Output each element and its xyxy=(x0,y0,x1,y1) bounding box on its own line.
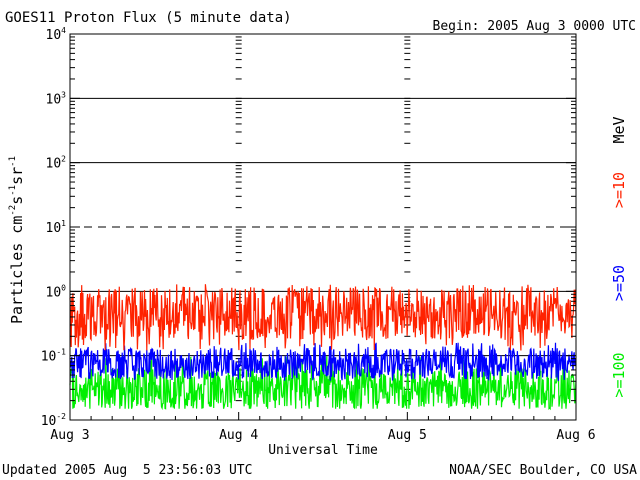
y-tick-label: 10-2 xyxy=(41,412,66,429)
series-line-ge50 xyxy=(69,342,577,382)
footer-updated: Updated 2005 Aug 5 23:56:03 UTC xyxy=(2,463,252,478)
y-tick-label: 101 xyxy=(46,219,67,236)
legend-entry: >=50 xyxy=(610,265,628,301)
chart-title: GOES11 Proton Flux (5 minute data) xyxy=(5,10,292,26)
legend-unit: MeV xyxy=(610,116,628,143)
x-tick-label: Aug 6 xyxy=(556,428,595,443)
series-line-ge100 xyxy=(69,355,577,411)
begin-label: Begin: 2005 Aug 3 0000 UTC xyxy=(433,19,637,34)
series-lines xyxy=(69,284,577,411)
x-tick-label: Aug 5 xyxy=(388,428,427,443)
legend-entry: >=10 xyxy=(610,172,628,208)
footer-credit: NOAA/SEC Boulder, CO USA xyxy=(449,463,637,478)
y-axis-label-text: Particles cm-2s-1sr-1 xyxy=(8,156,26,324)
x-tick-label: Aug 4 xyxy=(219,428,258,443)
x-tick-label: Aug 3 xyxy=(50,428,89,443)
plot-frame xyxy=(69,33,577,421)
x-axis-label: Universal Time xyxy=(268,443,378,458)
y-tick-label: 10-1 xyxy=(41,348,66,365)
series-line-ge10 xyxy=(69,284,577,351)
legend-entry: >=100 xyxy=(610,352,628,397)
legend: MeV >=10 >=50 >=100 xyxy=(610,116,628,397)
y-tick-label: 103 xyxy=(46,90,67,107)
y-axis-label: Particles cm-2s-1sr-1 xyxy=(8,156,26,324)
y-tick-label: 100 xyxy=(46,283,67,300)
y-tick-label: 102 xyxy=(46,155,67,172)
y-tick-label: 104 xyxy=(46,26,67,43)
